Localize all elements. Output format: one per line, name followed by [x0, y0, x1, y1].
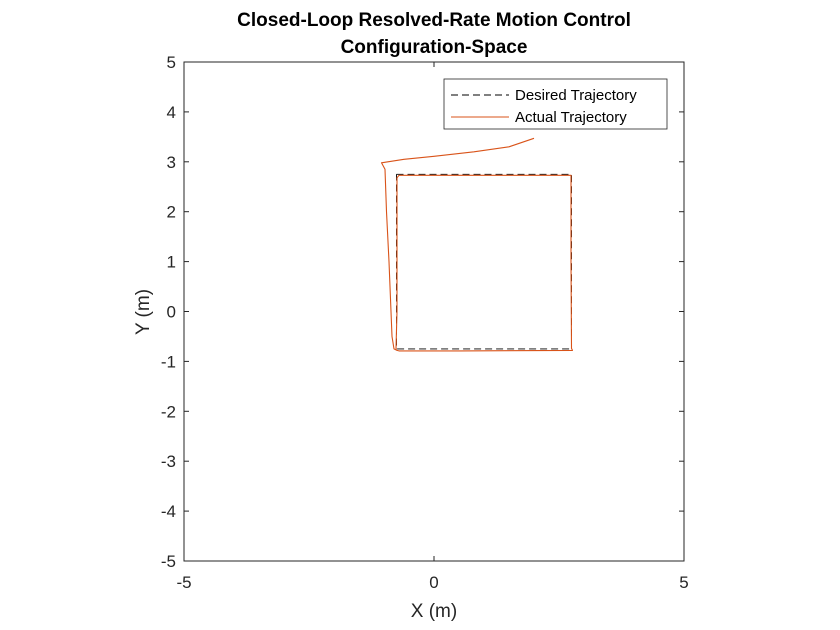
legend-box	[443, 78, 668, 130]
axis-tick-labels: -5 0 5 -5 -4 -3 -2 -1 0 1 2 3 4 5	[161, 53, 689, 592]
desired-trajectory-line	[396, 173, 572, 350]
y-tick-label: -1	[161, 352, 176, 371]
y-tick-label: -3	[161, 452, 176, 471]
y-tick-label: -5	[161, 552, 176, 571]
y-tick-label: 4	[167, 103, 176, 122]
legend-entries: Desired Trajectory Actual Trajectory	[451, 87, 637, 126]
chart-title-line-2: Configuration-Space	[341, 37, 528, 58]
actual-trajectory-line	[380, 137, 574, 352]
x-tick-label: -5	[176, 573, 191, 592]
legend-label-actual: Actual Trajectory	[515, 109, 627, 126]
x-axis-label: X (m)	[411, 601, 457, 622]
y-tick-label: 0	[167, 303, 176, 322]
plot-series	[380, 137, 574, 352]
chart-title-line-1: Closed-Loop Resolved-Rate Motion Control	[237, 10, 631, 31]
y-tick-label: -2	[161, 402, 176, 421]
axis-ticks	[183, 61, 685, 562]
y-tick-label: 1	[167, 253, 176, 272]
y-axis-label: Y (m)	[133, 289, 154, 335]
x-tick-label: 0	[429, 573, 438, 592]
x-tick-label: 5	[679, 573, 688, 592]
y-tick-label: -4	[161, 502, 176, 521]
y-tick-label: 3	[167, 153, 176, 172]
y-tick-label: 2	[167, 203, 176, 222]
legend-label-desired: Desired Trajectory	[515, 87, 637, 104]
legend: Desired Trajectory Actual Trajectory	[443, 78, 668, 130]
y-tick-label: 5	[167, 53, 176, 72]
plot-area	[183, 61, 685, 562]
